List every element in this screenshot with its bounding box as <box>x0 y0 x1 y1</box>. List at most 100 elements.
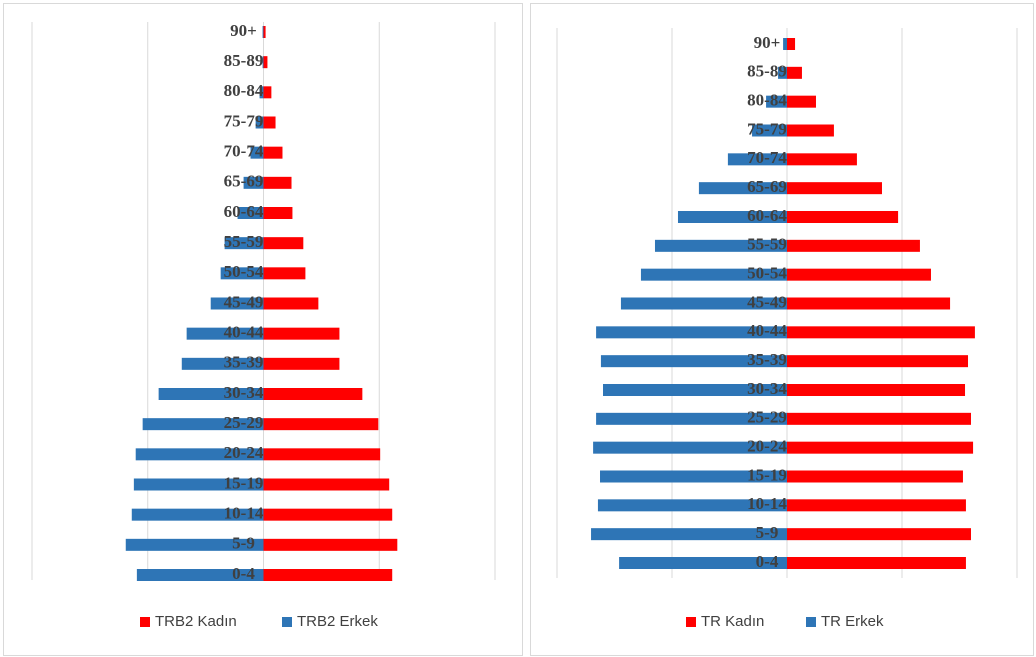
bar <box>787 38 796 50</box>
bar <box>600 355 787 368</box>
bar <box>263 508 393 521</box>
bar <box>787 412 971 425</box>
bar <box>224 237 264 250</box>
category-label: 70-74 <box>224 142 264 161</box>
category-label: 0-4 <box>232 564 255 583</box>
category-label: 90+ <box>754 33 781 52</box>
category-label: 50-54 <box>747 264 787 283</box>
bar <box>787 384 966 396</box>
bar <box>133 478 264 491</box>
category-label: 60-64 <box>747 206 787 225</box>
category-label: 90+ <box>230 21 257 40</box>
bar <box>158 388 264 400</box>
category-label: 40-44 <box>747 321 787 340</box>
bar <box>654 239 787 252</box>
bar <box>262 26 264 38</box>
bar <box>136 569 264 581</box>
category-label: 65-69 <box>747 177 787 196</box>
bar <box>263 176 292 189</box>
bar <box>243 176 264 189</box>
bar <box>677 211 787 223</box>
bar <box>263 56 268 69</box>
bar <box>778 66 787 79</box>
legend-label: TRB2 Kadın <box>155 613 237 630</box>
category-label: 40-44 <box>224 323 264 342</box>
category-label: 25-29 <box>224 413 264 432</box>
bar <box>263 448 381 461</box>
category-label: 80-84 <box>224 81 264 100</box>
bar <box>263 388 363 400</box>
category-label: 20-24 <box>747 437 787 456</box>
category-label: 25-29 <box>747 408 787 427</box>
bar <box>619 557 787 569</box>
bar <box>263 26 266 38</box>
bar <box>135 448 264 461</box>
bar <box>787 355 969 368</box>
legend-label: TR Erkek <box>821 613 884 630</box>
category-label: 45-49 <box>747 292 787 311</box>
bar <box>181 357 264 370</box>
bar <box>787 470 963 483</box>
bar <box>259 86 264 99</box>
category-label: 55-59 <box>747 235 787 254</box>
bar <box>766 95 787 108</box>
bar <box>787 66 802 79</box>
bar <box>787 297 951 310</box>
category-label: 30-34 <box>747 379 787 398</box>
legend-marker <box>806 617 816 627</box>
legend-label: TRB2 Erkek <box>297 613 378 630</box>
bar <box>263 207 293 219</box>
category-label: 15-19 <box>224 473 264 492</box>
bar <box>787 153 857 166</box>
bar <box>263 538 398 551</box>
bar <box>787 326 975 339</box>
bar <box>263 146 283 159</box>
category-label: 10-14 <box>747 494 787 513</box>
bar <box>787 182 882 195</box>
bar <box>698 182 787 195</box>
category-label: 0-4 <box>756 552 779 571</box>
bar <box>603 384 787 396</box>
bar <box>593 441 787 454</box>
category-label: 5-9 <box>756 523 779 542</box>
bar <box>263 237 304 250</box>
bar <box>263 267 306 280</box>
bar <box>263 357 340 370</box>
category-label: 80-84 <box>747 91 787 110</box>
bar <box>727 153 787 166</box>
legend-label: TR Kadın <box>701 613 764 630</box>
bar <box>263 116 276 129</box>
bar <box>787 528 971 541</box>
category-label: 15-19 <box>747 465 787 484</box>
category-label: 35-39 <box>747 350 787 369</box>
bar <box>210 297 264 310</box>
bar <box>237 207 264 219</box>
bar <box>220 267 264 280</box>
legend-marker <box>282 617 292 627</box>
bar <box>596 412 787 425</box>
bar <box>131 508 264 521</box>
category-label: 75-79 <box>224 111 264 130</box>
category-label: 50-54 <box>224 262 264 281</box>
category-label: 65-69 <box>224 172 264 191</box>
bar <box>263 569 393 581</box>
category-label: 45-49 <box>224 292 264 311</box>
bar <box>783 38 787 50</box>
bar <box>787 557 966 569</box>
category-label: 70-74 <box>747 148 787 167</box>
bar <box>263 86 272 99</box>
bar <box>787 95 816 108</box>
bar <box>787 441 974 454</box>
bar <box>125 538 264 551</box>
bar <box>263 478 390 491</box>
category-label: 5-9 <box>232 534 255 553</box>
bar <box>263 297 319 310</box>
category-label: 10-14 <box>224 504 264 523</box>
category-label: 30-34 <box>224 383 264 402</box>
bar <box>142 418 264 431</box>
bar <box>597 499 787 512</box>
category-label: 75-79 <box>747 119 787 138</box>
bar <box>596 326 787 339</box>
category-label: 85-89 <box>747 62 787 81</box>
